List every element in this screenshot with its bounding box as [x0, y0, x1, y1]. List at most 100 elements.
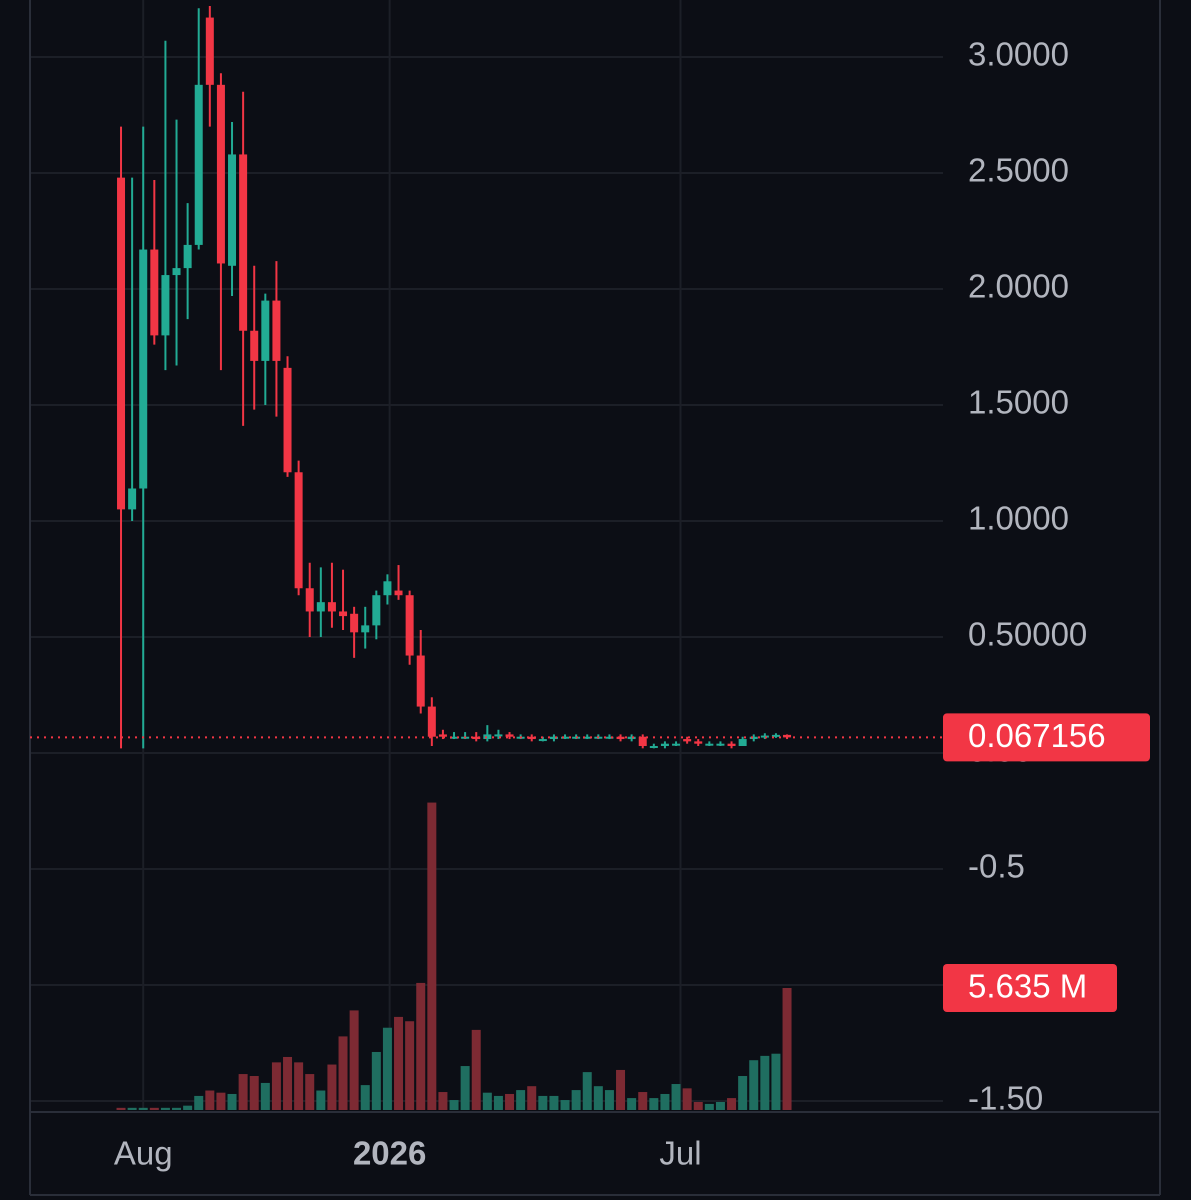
- candle-body: [472, 736, 481, 740]
- volume-bar: [216, 1092, 226, 1110]
- candle-body: [261, 300, 270, 361]
- volume-bar: [349, 1010, 359, 1110]
- volume-bar: [538, 1095, 548, 1110]
- volume-bar: [671, 1084, 681, 1110]
- candle-body: [583, 736, 592, 739]
- y-tick-label: -0.5: [968, 848, 1025, 885]
- candle-body: [683, 739, 692, 742]
- volume-bar: [516, 1090, 526, 1110]
- candle-body: [494, 734, 503, 737]
- volume-bar: [649, 1098, 659, 1110]
- price-labels: 0.067156 5.635 M: [30, 713, 1150, 1013]
- y-tick-label: 2.5000: [968, 152, 1069, 189]
- volume-bar: [271, 1062, 281, 1110]
- volume-bar: [305, 1074, 315, 1110]
- x-tick-label: 2026: [353, 1135, 426, 1172]
- volume-bar: [782, 988, 792, 1110]
- volume-bar: [460, 1066, 470, 1110]
- volume-bar: [482, 1092, 492, 1110]
- candle-body: [405, 595, 414, 656]
- candle-body: [549, 736, 558, 740]
- candle-body: [272, 300, 281, 361]
- volume-bar: [604, 1090, 614, 1110]
- candle-body: [660, 743, 669, 747]
- candle-body: [394, 590, 403, 596]
- candle-body: [139, 249, 148, 489]
- candle-body: [450, 736, 459, 739]
- candle-body: [383, 581, 392, 596]
- candle-body: [283, 367, 292, 473]
- candle-body: [239, 154, 248, 331]
- volume-bar: [471, 1029, 481, 1110]
- volume-bar: [327, 1064, 337, 1110]
- candle-body: [372, 595, 381, 626]
- candle-body: [705, 743, 714, 746]
- candle-body: [194, 84, 203, 245]
- candles: [117, 5, 792, 749]
- volume-bar: [416, 982, 426, 1110]
- candle-body: [316, 602, 325, 612]
- volume-bar: [283, 1056, 293, 1110]
- y-tick-label: 0.50000: [968, 616, 1087, 653]
- candle-body: [771, 734, 780, 737]
- volume-bar: [316, 1090, 326, 1110]
- volume-bar: [249, 1076, 259, 1110]
- volume-bar: [738, 1076, 748, 1110]
- volume-bar: [682, 1088, 692, 1110]
- volume-bar: [627, 1098, 637, 1110]
- volume-bar: [549, 1095, 559, 1110]
- candle-body: [305, 588, 314, 612]
- y-tick-label: -1.50: [968, 1080, 1043, 1117]
- candle-body: [339, 611, 348, 617]
- volume-bar: [427, 802, 437, 1110]
- candle-body: [716, 743, 725, 746]
- y-tick-label: 1.0000: [968, 500, 1069, 537]
- volume-bar: [493, 1095, 503, 1110]
- volume-bar: [194, 1095, 204, 1110]
- volume-bar: [160, 1107, 170, 1110]
- last-volume-box: [943, 964, 1117, 1013]
- candle-body: [527, 736, 536, 740]
- candle-body: [561, 736, 570, 739]
- y-tick-label: 1.5000: [968, 384, 1069, 421]
- volume-bar: [727, 1098, 737, 1110]
- candle-body: [183, 244, 192, 269]
- candle-body: [117, 177, 126, 510]
- volume-bar: [715, 1101, 725, 1110]
- candle-body: [427, 706, 436, 737]
- volume-bar: [593, 1086, 603, 1110]
- candle-body: [672, 743, 681, 746]
- candle-body: [605, 736, 614, 739]
- volume-bar: [138, 1107, 148, 1110]
- candle-body: [627, 736, 636, 740]
- volume-bar: [449, 1100, 459, 1110]
- candle-body: [205, 17, 214, 85]
- volume-bar: [294, 1062, 304, 1110]
- x-tick-label: Jul: [659, 1135, 701, 1172]
- candle-body: [161, 275, 170, 336]
- volume-bar: [394, 1016, 404, 1110]
- volume-bar: [360, 1085, 370, 1110]
- volume-bar: [527, 1086, 537, 1110]
- candle-body: [361, 625, 370, 633]
- candle-body: [250, 330, 259, 361]
- candle-body: [727, 743, 736, 747]
- volume-bar: [227, 1093, 237, 1110]
- candle-body: [416, 655, 425, 707]
- volume-bar: [704, 1103, 714, 1110]
- candle-body: [350, 613, 359, 633]
- x-tick-label: Aug: [114, 1135, 173, 1172]
- candle-body: [760, 735, 769, 738]
- volume-bar: [582, 1072, 592, 1110]
- volume-bar: [338, 1036, 348, 1110]
- volume-bar: [371, 1051, 381, 1110]
- candle-body: [294, 472, 303, 589]
- last-price-label: 0.067156: [968, 717, 1106, 754]
- candle-body: [505, 734, 514, 737]
- volume-bar: [172, 1107, 182, 1110]
- candle-body: [438, 734, 447, 737]
- volume-bar: [571, 1090, 581, 1110]
- candle-body: [738, 739, 747, 747]
